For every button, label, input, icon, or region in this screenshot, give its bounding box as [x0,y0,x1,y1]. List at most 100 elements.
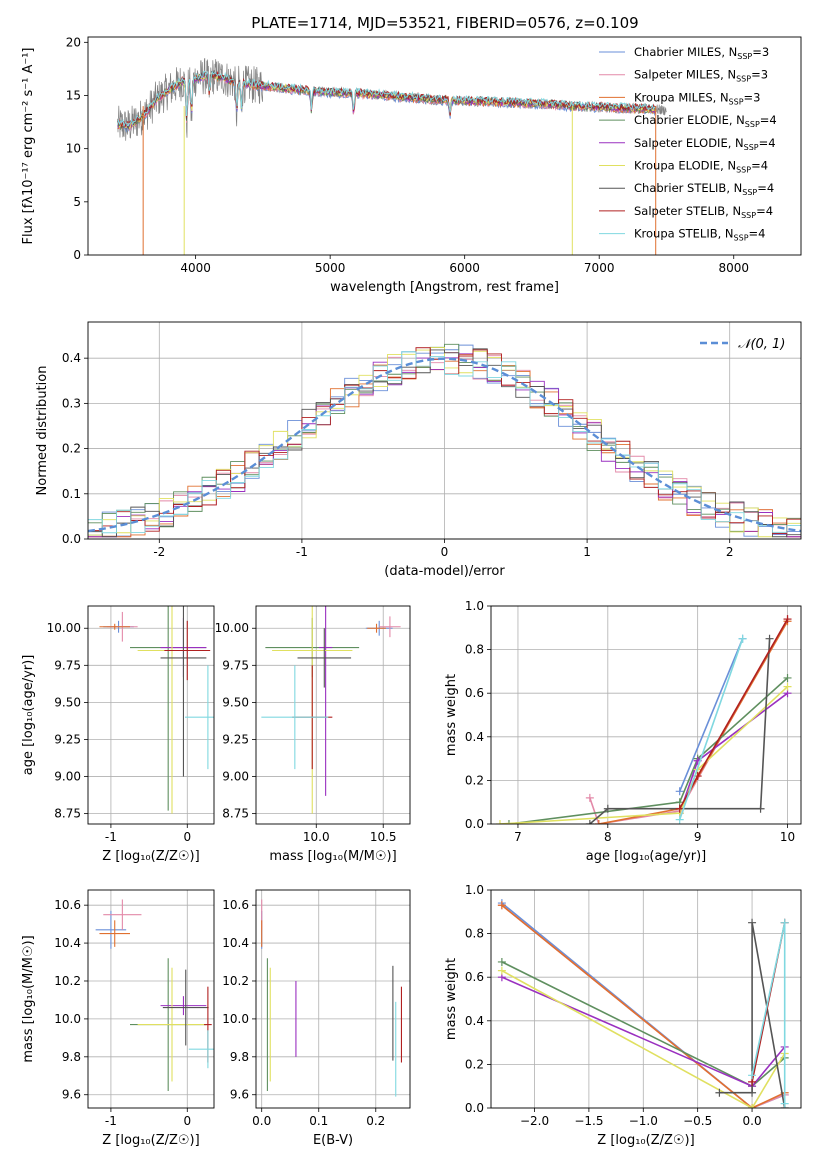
y-tick-label: 0.0 [465,1101,484,1115]
y-tick-label: 5 [73,195,81,209]
y-tick-label: 0.0 [465,817,484,831]
weight-marker-8 [780,918,789,927]
weight-line-3 [508,677,789,824]
x-tick-label: 0.2 [366,1114,385,1128]
weight-marker-8 [675,815,684,824]
y-tick-label: 0.2 [465,1057,484,1071]
weight-marker-2 [497,901,506,910]
x-tick-label: 5000 [315,261,346,275]
y-tick-label: 9.25 [54,732,81,746]
y-tick-label: 1.0 [465,599,484,613]
x-tick-label: 6000 [449,261,480,275]
x-tick-label: 10.0 [303,830,330,844]
legend-label-1: Salpeter MILES, NSSP=3 [634,68,768,84]
weight-marker-3 [504,820,513,824]
panel-weight_vs_age: 7 8 9 10 0.0 0.2 0.4 0.6 0.8 1.0 age [log₁₀(age/yr… [444,599,802,864]
y-tick-label: 9.50 [222,695,249,709]
weight-marker-5 [497,966,506,975]
y-tick-label: 10.0 [222,1012,249,1026]
weight-marker-6 [748,1088,757,1097]
x-axis-label: age [log₁₀(age/yr)] [586,849,707,864]
y-tick-label: 9.6 [62,1088,81,1102]
weight-marker-6 [765,634,774,643]
y-tick-label: 0.4 [465,1014,484,1028]
weight-marker-1 [585,793,594,802]
y-tick-label: 0.2 [62,442,81,456]
y-tick-label: 0.6 [465,686,484,700]
x-tick-label: 0 [183,1114,191,1128]
axes-frame [87,605,215,825]
y-tick-label: 10.2 [54,974,81,988]
y-tick-label: 0.8 [465,927,484,941]
y-tick-label: 0.8 [465,643,484,657]
legend-label-8: Kroupa STELIB, NSSP=4 [634,227,765,243]
weight-marker-3 [497,957,506,966]
legend-label-7: Salpeter STELIB, NSSP=4 [634,204,773,220]
weight-marker-8 [780,1099,789,1108]
x-axis-label: wavelength [Angstrom, rest frame] [330,280,559,295]
x-tick-label: −0.5 [683,1114,712,1128]
weight-marker-8 [738,634,747,643]
axes-frame [87,321,802,540]
weight-line-8 [678,638,744,820]
axes-frame [490,605,802,825]
panel-residuals: -2 -1 0 1 2 0.0 0.1 0.2 0.3 0.4 (data-model)/error… [35,321,802,579]
weight-marker-5 [748,1104,757,1108]
x-tick-label: 8 [604,830,612,844]
y-tick-label: 8.75 [222,807,249,821]
x-tick-label: 0 [441,545,449,559]
histogram-step-6 [88,348,801,538]
legend-label-6: Chabrier STELIB, NSSP=4 [634,181,774,197]
plot-area-mass_vs_Z [95,899,214,1091]
y-tick-label: 10.00 [215,621,249,635]
legend-label-3: Chabrier ELODIE, NSSP=4 [634,113,777,129]
y-tick-label: 10.2 [222,974,249,988]
x-tick-label: -1 [105,1114,117,1128]
x-tick-label: −1.0 [629,1114,658,1128]
weight-marker-6 [715,1088,724,1097]
y-tick-label: 10.4 [222,936,249,950]
y-tick-label: 1.0 [465,883,484,897]
histogram-step-3 [88,343,801,532]
y-tick-label: 0.4 [62,351,81,365]
y-tick-label: 0.2 [465,773,484,787]
x-tick-label: 0.1 [309,1114,328,1128]
weight-marker-2 [594,820,603,824]
y-axis-label: age [log₁₀(age/yr)] [21,655,36,776]
y-tick-label: 9.6 [230,1088,249,1102]
y-tick-label: 0.4 [465,730,484,744]
y-axis-label: mass weight [444,674,459,756]
x-tick-label: 0 [183,830,191,844]
plot-area-residuals [88,343,801,538]
y-tick-label: 10.6 [222,898,249,912]
weight-line-2 [501,904,786,1108]
panel-spectrum: 4000 5000 6000 7000 8000 0 5 10 15 20 wavelength [… [21,35,802,295]
plot-area-mass_vs_ebv [261,899,402,1097]
weight-marker-6 [756,804,765,813]
plot-area-age_vs_mass [261,606,401,814]
normal-legend-label: 𝒩(0, 1) [738,337,785,352]
figure-title: PLATE=1714, MJD=53521, FIBERID=0576, z=0… [251,14,638,32]
spectrum-model-line-8 [117,70,657,127]
x-tick-label: -1 [296,545,308,559]
y-tick-label: 9.8 [230,1050,249,1064]
x-axis-label: Z [log₁₀(Z/Z☉)] [102,1133,199,1148]
plot-area-weight_vs_age [495,615,792,824]
x-tick-label: 9 [694,830,702,844]
x-tick-label: 2 [726,545,734,559]
y-tick-label: 10.0 [54,1012,81,1026]
x-tick-label: 7 [514,830,522,844]
axes-frame [255,605,411,825]
x-tick-label: −1.5 [574,1114,603,1128]
weight-marker-7 [675,804,684,813]
y-axis-label: mass weight [444,958,459,1040]
weight-marker-6 [585,820,594,824]
x-axis-label: (data-model)/error [384,564,505,579]
y-axis-label: Normed distribution [35,366,50,496]
legend-label-2: Kroupa MILES, NSSP=3 [634,90,760,106]
y-tick-label: 10.6 [54,898,81,912]
legend-label-4: Salpeter ELODIE, NSSP=4 [634,136,776,152]
weight-marker-7 [783,615,792,624]
weight-line-6 [719,922,786,1108]
